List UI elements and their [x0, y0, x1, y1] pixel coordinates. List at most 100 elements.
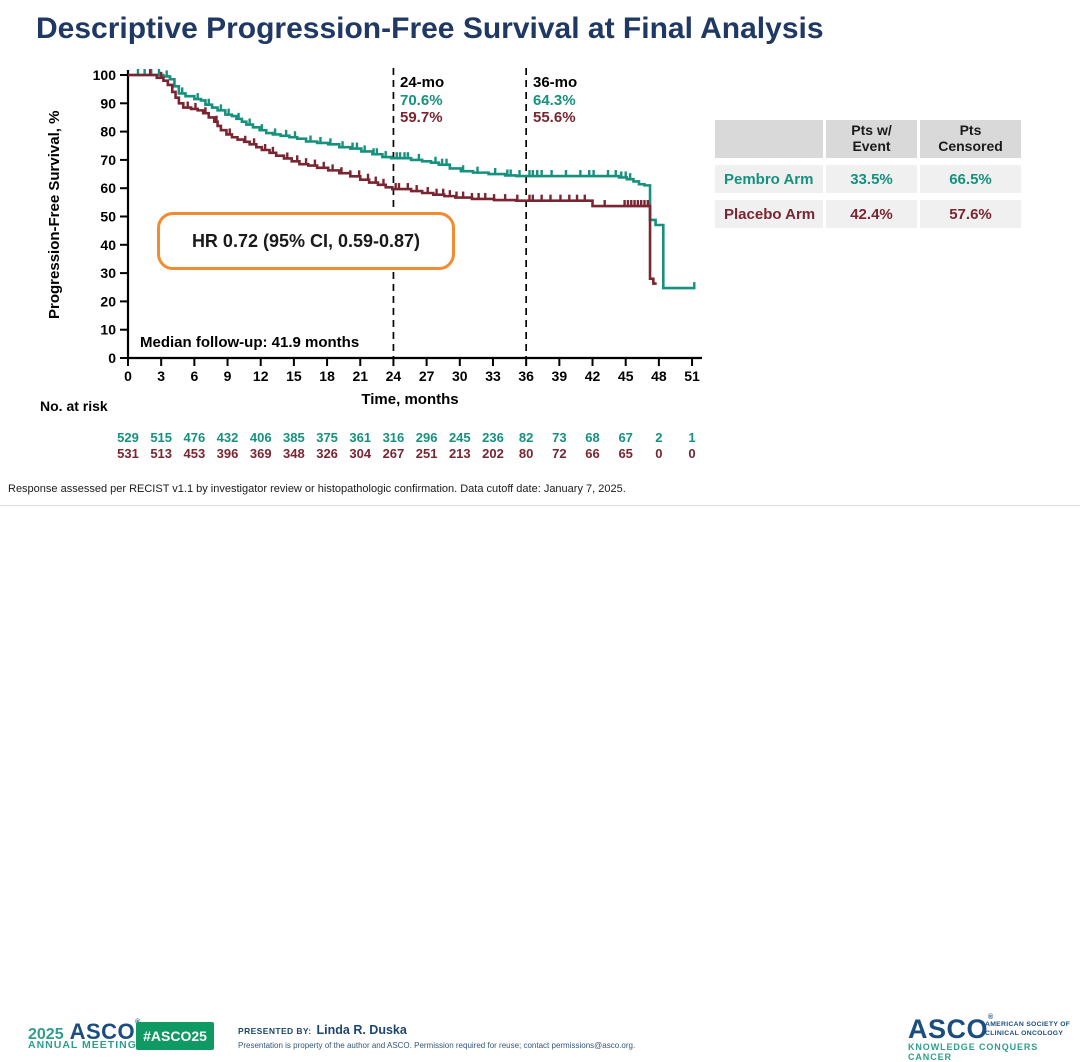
svg-text:10: 10: [100, 322, 116, 338]
svg-text:60: 60: [100, 180, 116, 196]
at-risk-value: 375: [316, 430, 338, 445]
at-risk-value: 251: [415, 446, 438, 461]
at-risk-value: 385: [283, 430, 305, 445]
at-risk-value: 348: [283, 446, 305, 461]
annotation-24mo: 24-mo 70.6% 59.7%: [400, 74, 444, 127]
annotation-24mo-placebo: 59.7%: [400, 109, 443, 126]
at-risk-value: 68: [585, 430, 600, 445]
at-risk-value: 513: [150, 446, 173, 461]
svg-text:18: 18: [319, 368, 335, 384]
annotation-36mo-pembro: 64.3%: [533, 91, 576, 109]
table-header-event: Pts w/ Event: [826, 120, 917, 158]
at-risk-value: 515: [150, 430, 173, 445]
asco-tagline: KNOWLEDGE CONQUERS CANCER: [908, 1042, 1039, 1062]
registered-mark-icon: ®: [988, 1014, 994, 1021]
svg-text:70: 70: [100, 152, 116, 168]
svg-text:20: 20: [100, 293, 116, 309]
annotation-24mo-pembro: 70.6%: [400, 91, 443, 109]
annotation-24mo-label: 24-mo: [400, 74, 445, 91]
at-risk-value: 0: [655, 446, 663, 461]
asco-society-text: AMERICAN SOCIETY OF CLINICAL ONCOLOGY: [985, 1021, 1070, 1039]
at-risk-value: 65: [618, 446, 633, 461]
svg-text:33: 33: [485, 368, 501, 384]
svg-text:90: 90: [100, 95, 116, 111]
table-row-placebo-censored: 57.6%: [920, 200, 1021, 228]
at-risk-value: 529: [117, 430, 139, 445]
at-risk-value: 67: [618, 430, 633, 445]
svg-text:36: 36: [518, 368, 534, 384]
at-risk-value: 0: [688, 446, 696, 461]
at-risk-value: 267: [382, 446, 405, 461]
hazard-ratio-box: HR 0.72 (95% CI, 0.59-0.87): [157, 212, 455, 270]
svg-text:0: 0: [108, 350, 116, 366]
at-risk-value: 1: [688, 430, 696, 445]
at-risk-value: 476: [183, 430, 206, 445]
at-risk-value: 236: [482, 430, 504, 445]
svg-text:30: 30: [100, 265, 116, 281]
annotation-36mo-placebo: 55.6%: [533, 109, 576, 126]
y-axis-title: Progression-Free Survival, %: [46, 110, 63, 320]
presented-by-row: PRESENTED BY: Linda R. Duska: [238, 1023, 407, 1037]
median-followup-note: Median follow-up: 41.9 months: [140, 334, 360, 351]
x-axis-title: Time, months: [361, 391, 459, 408]
svg-text:48: 48: [651, 368, 667, 384]
at-risk-value: 531: [117, 446, 139, 461]
at-risk-value: 2: [655, 430, 663, 445]
hashtag-badge: #ASCO25: [136, 1022, 214, 1050]
svg-text:0: 0: [124, 368, 132, 384]
at-risk-value: 72: [552, 446, 567, 461]
table-row-placebo-event: 42.4%: [826, 200, 917, 228]
asco-society-line1: AMERICAN SOCIETY OF: [985, 1021, 1071, 1028]
svg-text:50: 50: [100, 209, 116, 225]
svg-text:6: 6: [190, 368, 198, 384]
at-risk-value: 304: [349, 446, 372, 461]
asco-logo-wordmark: ASCO®: [908, 1014, 994, 1044]
table-row-pembro-event: 33.5%: [826, 165, 917, 193]
svg-text:15: 15: [286, 368, 302, 384]
page-title: Descriptive Progression-Free Survival at…: [36, 12, 824, 45]
asco-society-line2: CLINICAL ONCOLOGY: [985, 1029, 1064, 1037]
svg-text:24: 24: [386, 368, 402, 384]
svg-text:21: 21: [352, 368, 368, 384]
svg-text:51: 51: [684, 368, 700, 384]
svg-text:100: 100: [93, 67, 117, 83]
table-header-censored: Pts Censored: [920, 120, 1021, 158]
svg-text:3: 3: [157, 368, 165, 384]
presented-by-label: PRESENTED BY:: [238, 1026, 312, 1036]
table-header-empty: [715, 120, 823, 158]
table-row-pembro-label: Pembro Arm: [715, 165, 823, 193]
at-risk-value: 369: [249, 446, 272, 461]
bottom-bar: 2025 ASCO® ANNUAL MEETING #ASCO25 PRESEN…: [0, 505, 1080, 1062]
svg-text:39: 39: [552, 368, 568, 384]
at-risk-value: 406: [249, 430, 272, 445]
svg-text:45: 45: [618, 368, 634, 384]
summary-table: Pts w/ Event Pts Censored Pembro Arm 33.…: [715, 120, 1021, 228]
svg-text:27: 27: [419, 368, 435, 384]
svg-text:42: 42: [585, 368, 601, 384]
svg-text:40: 40: [100, 237, 116, 253]
annotation-36mo: 36-mo 64.3% 55.6%: [533, 74, 577, 127]
svg-text:9: 9: [224, 368, 232, 384]
annotation-36mo-label: 36-mo: [533, 74, 578, 91]
at-risk-value: 316: [382, 430, 405, 445]
at-risk-value: 245: [448, 430, 471, 445]
at-risk-label: No. at risk: [40, 398, 108, 414]
at-risk-value: 361: [349, 430, 372, 445]
svg-text:80: 80: [100, 124, 116, 140]
at-risk-value: 82: [518, 430, 534, 445]
at-risk-value: 453: [183, 446, 206, 461]
at-risk-value: 80: [518, 446, 534, 461]
disclaimer-text: Presentation is property of the author a…: [238, 1041, 636, 1050]
at-risk-value: 213: [448, 446, 471, 461]
at-risk-value: 73: [552, 430, 567, 445]
table-row-pembro-censored: 66.5%: [920, 165, 1021, 193]
svg-text:30: 30: [452, 368, 468, 384]
at-risk-value: 202: [482, 446, 504, 461]
at-risk-value: 326: [316, 446, 338, 461]
at-risk-value: 66: [585, 446, 600, 461]
table-row-placebo-label: Placebo Arm: [715, 200, 823, 228]
at-risk-value: 432: [216, 430, 239, 445]
meeting-annual-label: ANNUAL MEETING: [28, 1039, 137, 1051]
presenter-name: Linda R. Duska: [316, 1023, 407, 1037]
